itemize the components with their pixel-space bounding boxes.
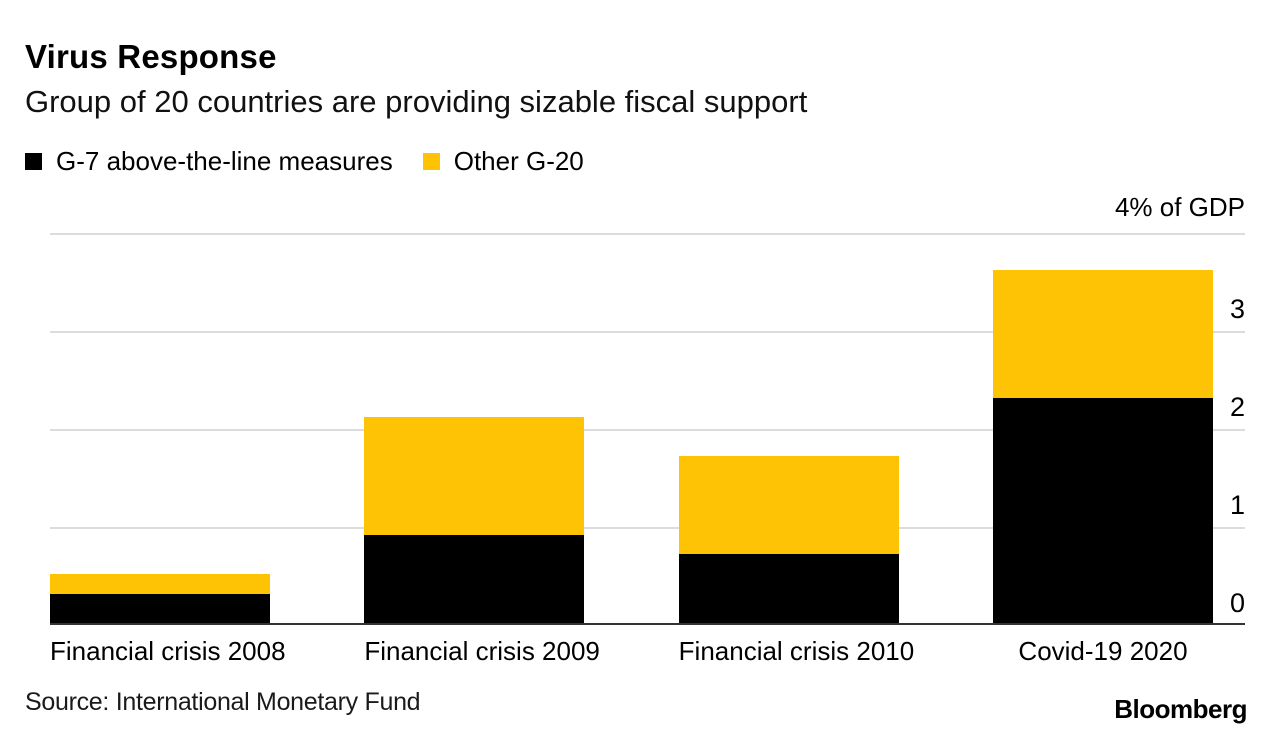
bar-segment-g7 [992,397,1213,623]
legend-item: Other G-20 [422,146,584,177]
category-label: Financial crisis 2009 [364,636,600,666]
gridline-1 [50,527,1245,529]
category-label: Financial crisis 2010 [678,636,915,666]
bar-group [50,574,270,623]
bar-segment-g7 [50,593,270,623]
y-tick-label-0: 0 [1229,588,1245,618]
chart-subtitle: Group of 20 countries are providing siza… [25,84,808,119]
category-label: Covid-19 2020 [1018,636,1188,666]
bar-group [364,417,585,623]
bar-segment-g7 [678,554,899,623]
category-axis-labels: Financial crisis 2008 Financial crisis 20… [50,636,1213,667]
legend-swatch-icon [25,153,42,170]
bloomberg-logo: Bloomberg [1114,694,1247,724]
chart-title: Virus Response [25,38,277,75]
bar-group [992,270,1213,623]
category-label: Financial crisis 2008 [50,636,286,666]
axis-unit-label: 4% of GDP [1114,192,1245,222]
source-note: Source: International Monetary Fund [25,688,421,716]
bar-segment-g7 [364,534,585,623]
y-tick-label-3: 3 [1229,294,1245,324]
y-tick-label-2: 2 [1229,392,1245,422]
legend-label: G-7 above-the-line measures [56,146,393,176]
legend-label: Other G-20 [453,146,584,176]
legend-item: G-7 above-the-line measures [25,146,393,177]
gridline-3 [50,331,1245,333]
legend: G-7 above-the-line measures Other G-20 [25,146,584,177]
bar-group [678,456,899,623]
bar-segment-other-g20 [50,574,270,594]
y-tick-label-1: 1 [1229,490,1245,520]
bars-container [50,233,1213,623]
bar-segment-other-g20 [364,417,585,535]
gridline-2 [50,429,1245,431]
chart-plot: 0 1 2 3 [50,233,1245,625]
bar-segment-other-g20 [992,270,1213,398]
gridline-4 [50,233,1245,235]
bar-segment-other-g20 [678,456,899,555]
legend-swatch-icon [422,153,440,170]
